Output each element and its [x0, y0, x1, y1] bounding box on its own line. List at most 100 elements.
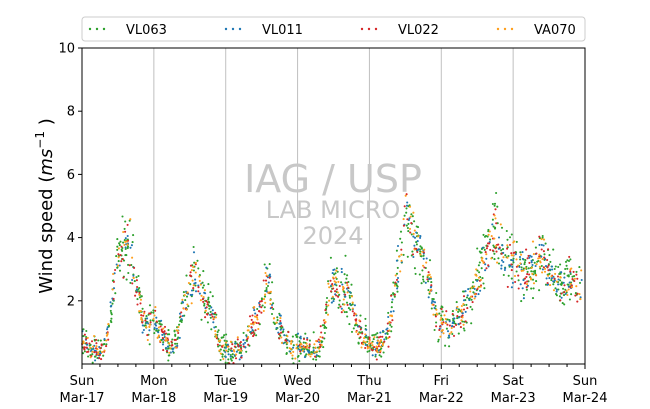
data-point — [289, 347, 292, 350]
data-point — [192, 245, 195, 249]
data-point — [562, 294, 566, 297]
data-point — [522, 297, 525, 300]
data-point — [185, 295, 189, 298]
data-point — [528, 261, 531, 264]
data-point — [444, 322, 447, 325]
data-point — [440, 307, 443, 311]
data-point — [483, 248, 486, 251]
data-point — [121, 249, 124, 252]
data-point — [522, 267, 525, 270]
data-point — [399, 237, 402, 240]
data-point — [310, 353, 313, 356]
data-point — [126, 234, 129, 238]
data-point — [456, 317, 459, 320]
data-point — [262, 279, 265, 282]
data-point — [510, 277, 513, 280]
data-point — [82, 328, 85, 331]
data-point — [351, 301, 354, 304]
data-point — [148, 343, 151, 346]
data-point — [479, 251, 482, 254]
data-point — [558, 272, 561, 276]
data-point — [321, 336, 324, 339]
data-point — [167, 354, 170, 357]
data-point — [462, 327, 465, 330]
data-point — [441, 310, 444, 313]
data-point — [294, 333, 297, 337]
data-point — [395, 249, 398, 252]
data-point — [471, 308, 474, 311]
x-tick-date: Mar-23 — [491, 391, 536, 406]
data-point — [189, 283, 192, 286]
data-point — [198, 292, 201, 295]
data-point — [318, 347, 321, 350]
data-point — [547, 269, 550, 272]
data-point — [138, 293, 141, 296]
data-point — [232, 348, 235, 352]
data-point — [220, 336, 223, 339]
data-point — [413, 236, 417, 239]
data-point — [451, 310, 454, 313]
data-point — [238, 348, 241, 351]
data-point — [95, 342, 98, 345]
data-point — [126, 245, 130, 248]
data-point — [448, 332, 451, 335]
data-point — [269, 299, 272, 302]
data-point — [226, 343, 229, 346]
data-point — [340, 271, 343, 274]
data-point — [343, 303, 346, 306]
data-point — [496, 261, 499, 264]
data-point — [361, 343, 365, 346]
data-point — [342, 286, 345, 289]
data-point — [523, 263, 526, 266]
data-point — [237, 345, 240, 348]
legend-label: VL011 — [262, 23, 303, 38]
data-point — [112, 280, 115, 283]
data-point — [132, 234, 135, 237]
data-point — [388, 329, 391, 332]
data-point — [406, 201, 409, 204]
data-point — [422, 251, 425, 254]
data-point — [515, 270, 518, 273]
data-point — [403, 205, 406, 208]
data-point — [236, 336, 239, 339]
data-point — [279, 314, 282, 317]
data-point — [85, 341, 88, 345]
data-point — [381, 342, 385, 345]
data-point — [335, 267, 338, 270]
data-point — [342, 298, 345, 301]
data-point — [571, 278, 574, 281]
x-tick-day: Sat — [502, 374, 523, 389]
data-point — [500, 226, 504, 229]
data-point — [554, 265, 557, 268]
data-point — [122, 241, 125, 244]
data-point — [310, 350, 313, 354]
data-point — [544, 265, 548, 268]
data-point — [405, 193, 408, 196]
data-point — [272, 302, 275, 305]
data-point — [568, 298, 571, 301]
data-point — [580, 278, 583, 282]
data-point — [120, 260, 123, 263]
data-point — [250, 326, 253, 329]
data-point — [141, 324, 144, 327]
data-point — [118, 269, 122, 272]
data-point — [264, 271, 267, 275]
data-point — [109, 309, 112, 312]
data-point — [481, 246, 484, 249]
data-point — [460, 304, 463, 308]
data-point — [362, 340, 365, 343]
data-point — [578, 266, 581, 269]
data-point — [485, 253, 488, 256]
data-point — [280, 331, 283, 334]
data-point — [336, 291, 339, 294]
data-point — [533, 261, 536, 264]
data-point — [532, 282, 536, 285]
data-point — [439, 325, 442, 328]
data-point — [563, 303, 566, 306]
data-point — [239, 344, 242, 347]
x-tick-day: Thu — [356, 374, 381, 389]
data-point — [426, 276, 429, 279]
data-point — [575, 270, 578, 273]
data-point — [131, 241, 134, 244]
data-point — [155, 316, 158, 319]
